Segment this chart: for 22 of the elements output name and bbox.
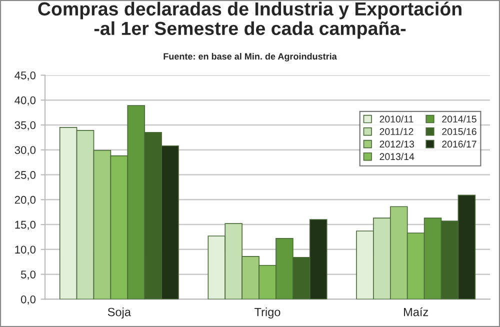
y-tick-label: 20,0 [14, 196, 36, 206]
legend-label: 2010/11 [380, 115, 414, 123]
x-tick-label: Soja [108, 308, 131, 319]
legend-label: 2016/17 [442, 140, 476, 148]
y-tick-label: 30,0 [14, 146, 36, 156]
y-tick-label: 0,0 [20, 295, 36, 305]
chart-title: Compras declaradas de Industria y Exportación -al 1er Semestre de cada campaña- [38, 2, 462, 39]
legend-label: 2012/13 [380, 140, 414, 148]
legend-label: 2011/12 [380, 128, 414, 136]
legend-label: 2014/15 [442, 115, 476, 123]
y-tick-label: 45,0 [14, 71, 36, 81]
x-tick-label: Trigo [254, 308, 280, 319]
y-tick-label: 35,0 [14, 121, 36, 130]
y-tick-label: 15,0 [15, 220, 36, 230]
legend-label: 2013/14 [380, 152, 414, 160]
y-tick-label: 5,0 [20, 270, 36, 280]
legend-label: 2015/16 [442, 128, 476, 136]
y-tick-label: 25,0 [14, 171, 36, 180]
y-tick-label: 10,0 [15, 246, 36, 255]
chart-subtitle: Fuente: en base al Min. de Agroindustria [164, 52, 337, 62]
x-tick-label: Maíz [404, 307, 428, 316]
y-tick-label: 40,0 [14, 96, 36, 106]
